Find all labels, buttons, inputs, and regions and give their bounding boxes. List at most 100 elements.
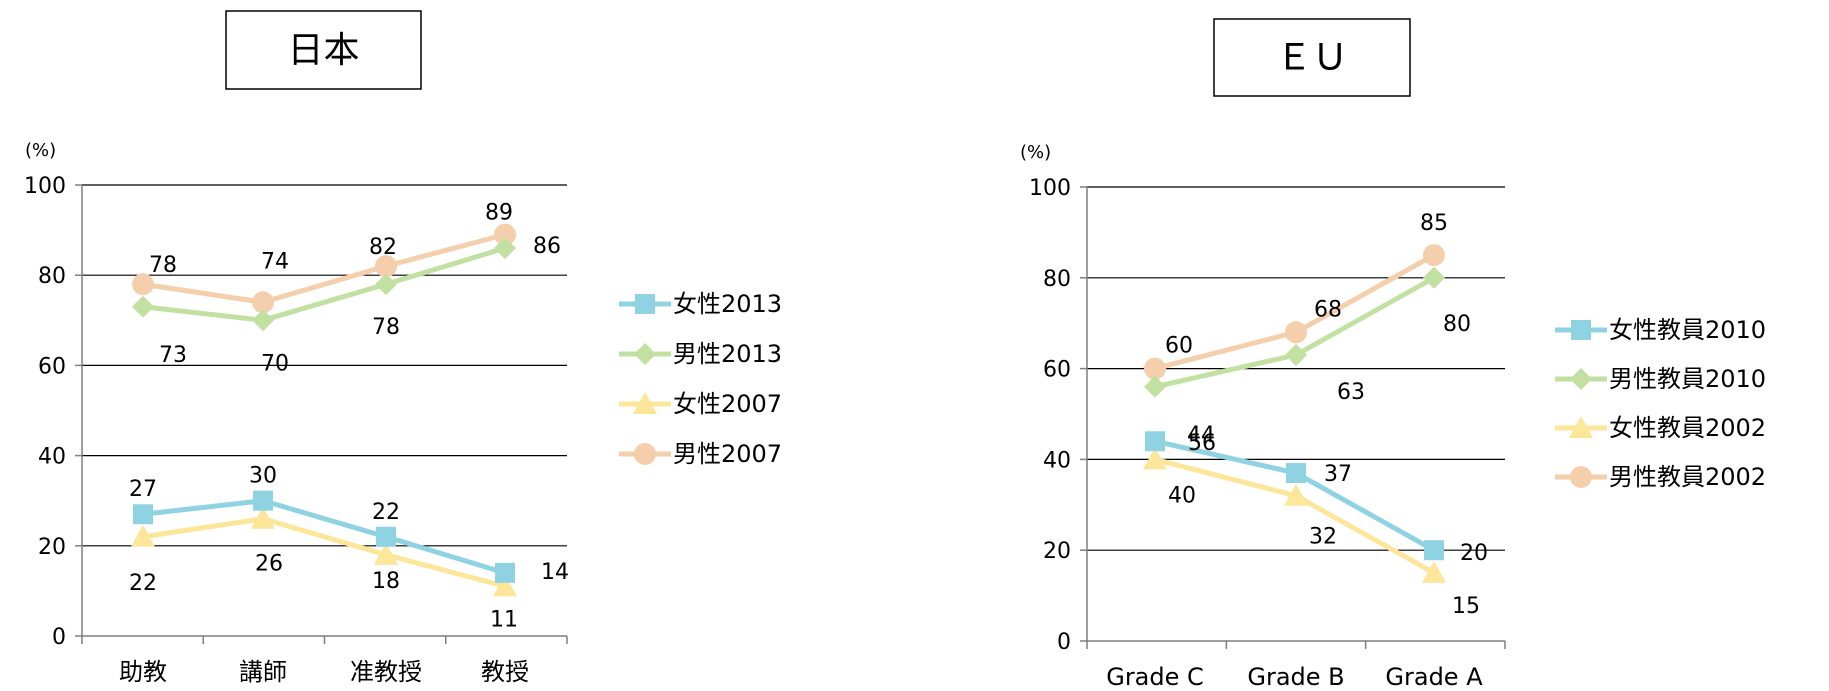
series-男性2013: [132, 237, 516, 332]
legend-label: 男性教員2010: [1609, 365, 1766, 393]
series-line: [142, 516, 506, 589]
x-category-label: 教授: [481, 658, 529, 686]
y-tick-label: 80: [38, 264, 66, 289]
data-label: 85: [1420, 211, 1448, 236]
series-女性教員2010: [1145, 431, 1444, 561]
legend-item: 女性教員2010: [1555, 316, 1766, 344]
x-category-label: 講師: [239, 658, 287, 686]
y-unit-label: (%): [25, 140, 56, 161]
data-point-marker: [494, 223, 516, 246]
series-line: [142, 232, 506, 305]
data-point-marker: [1285, 321, 1307, 344]
data-label: 63: [1337, 380, 1365, 405]
data-point-marker: [1143, 447, 1167, 470]
data-point-marker: [251, 506, 275, 529]
x-category-label: Grade B: [1247, 663, 1344, 691]
data-label: 37: [1324, 462, 1352, 487]
data-label: 78: [149, 253, 177, 278]
data-point-marker: [1424, 540, 1444, 561]
legend-label: 男性2013: [673, 340, 782, 368]
y-tick-label: 20: [38, 535, 66, 560]
data-point-marker: [1423, 266, 1445, 289]
legend-marker: [634, 343, 656, 365]
data-point-marker: [375, 255, 397, 278]
series-line: [142, 498, 506, 576]
data-point-marker: [376, 526, 396, 547]
data-label: 20: [1460, 541, 1488, 566]
data-point-marker: [1422, 560, 1446, 583]
legend: 女性教員2010 男性教員2010 女性教員2002 男性教員2002: [1555, 316, 1766, 491]
data-point-marker: [253, 490, 273, 511]
chart-2: ＥＵ (%) 0 20 40 60 80 100 Grade C Grade B Grade A 44…: [1020, 18, 1766, 691]
data-point-marker: [252, 291, 274, 314]
data-point-marker: [375, 273, 397, 296]
chart-title-box: ＥＵ: [1213, 18, 1411, 97]
data-point-marker: [1145, 431, 1165, 452]
data-label: 73: [159, 343, 187, 368]
data-label: 27: [129, 477, 157, 502]
data-point-marker: [493, 574, 517, 597]
legend-label: 男性教員2002: [1609, 463, 1766, 491]
series-女性教員2002: [1143, 447, 1446, 583]
series-女性2013: [133, 490, 515, 583]
x-category-label: 准教授: [350, 658, 422, 686]
series-男性教員2002: [1144, 244, 1445, 380]
data-label: 22: [372, 500, 400, 525]
data-label: 30: [249, 464, 277, 489]
series-男性教員2010: [1144, 266, 1445, 398]
data-label: 60: [1165, 334, 1193, 359]
legend-marker: [633, 392, 657, 414]
data-point-marker: [374, 542, 398, 565]
legend-marker: [1569, 416, 1593, 438]
legend-item: 女性教員2002: [1555, 414, 1766, 442]
y-tick-label: 20: [1043, 539, 1071, 564]
legend-label: 女性教員2010: [1609, 316, 1766, 344]
data-point-marker: [132, 273, 154, 296]
y-tick-label: 40: [38, 445, 66, 470]
chart-title-box: 日本: [225, 10, 422, 90]
legend: 女性2013 男性2013 女性2007 男性2007: [619, 290, 782, 468]
legend-marker: [634, 443, 656, 465]
data-point-marker: [1423, 244, 1445, 267]
data-label: 14: [541, 560, 569, 585]
legend-label: 女性2007: [673, 390, 782, 418]
legend-item: 男性教員2010: [1555, 365, 1766, 393]
series-女性2007: [131, 506, 517, 597]
data-point-marker: [133, 504, 153, 525]
data-label: 89: [485, 201, 513, 226]
data-label: 40: [1168, 483, 1196, 508]
data-point-marker: [252, 309, 274, 332]
data-label: 82: [369, 235, 397, 260]
legend-marker: [1570, 368, 1592, 390]
chart-1: 日本 (%) 0 20 40 60 80 100 助教 講師 准教授 教授 27 30 22 14 73 70 78…: [24, 10, 782, 686]
data-label: 15: [1452, 594, 1480, 619]
data-label: 74: [261, 249, 289, 274]
y-tick-label: 60: [38, 354, 66, 379]
series-line: [142, 245, 506, 323]
legend-item: 男性2007: [619, 440, 782, 468]
data-point-marker: [1285, 343, 1307, 366]
y-tick-label: 80: [1043, 267, 1071, 292]
data-label: 78: [372, 315, 400, 340]
x-category-label: Grade A: [1385, 663, 1483, 691]
y-tick-label: 100: [1029, 176, 1071, 201]
legend-label: 女性2013: [673, 290, 782, 318]
data-label: 44: [1187, 423, 1215, 448]
chart-title: 日本: [287, 30, 359, 71]
y-tick-label: 60: [1043, 358, 1071, 383]
legend-item: 女性2007: [619, 390, 782, 418]
legend-label: 男性2007: [673, 440, 782, 468]
data-point-marker: [494, 237, 516, 260]
y-tick-label: 0: [52, 625, 66, 650]
legend-marker: [635, 294, 655, 314]
legend-item: 男性2013: [619, 340, 782, 368]
legend-label: 女性教員2002: [1609, 414, 1766, 442]
data-label: 11: [490, 607, 518, 632]
x-category-label: Grade C: [1106, 663, 1204, 691]
data-label: 86: [533, 234, 561, 259]
data-label: 56: [1188, 431, 1216, 456]
data-point-marker: [1284, 483, 1308, 506]
data-label: 32: [1309, 525, 1337, 550]
data-label: 70: [261, 351, 289, 376]
